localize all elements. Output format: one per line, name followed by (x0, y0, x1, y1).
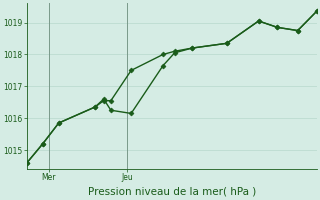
X-axis label: Pression niveau de la mer( hPa ): Pression niveau de la mer( hPa ) (88, 187, 256, 197)
